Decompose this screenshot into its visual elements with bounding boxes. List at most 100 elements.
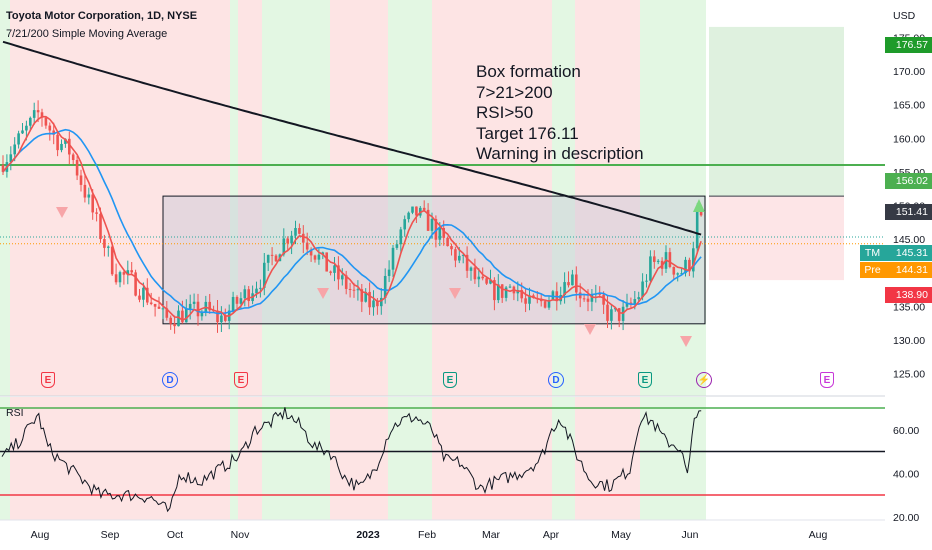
price-tick-label: 135.00 [893, 301, 925, 313]
buy-signal-marker [693, 199, 705, 212]
sma-200-line [2, 40, 702, 236]
candle-body [586, 298, 590, 302]
candle-body [403, 219, 406, 230]
candle-body [142, 287, 145, 300]
last-price-symbol: TM [864, 247, 881, 259]
earnings-event-icon[interactable]: E [41, 372, 55, 388]
candle-body [52, 130, 55, 135]
candle-body [259, 287, 262, 289]
candle-body [305, 242, 309, 250]
note-line: Target 176.11 [476, 123, 579, 143]
target-zone [709, 26, 844, 281]
candle-body [528, 295, 531, 304]
candle-body [239, 298, 243, 304]
entry-price-tag: 151.41 [885, 204, 932, 220]
candle-body [485, 278, 488, 284]
time-tick-label: Oct [167, 529, 183, 541]
earnings-event-icon[interactable]: E [234, 372, 248, 388]
bull-zone [552, 397, 575, 520]
candle-body [118, 272, 122, 283]
candle-body [430, 218, 434, 231]
symbol-title[interactable]: Toyota Motor Corporation, 1D, NYSE [6, 10, 198, 22]
candle-body [653, 256, 656, 262]
candle-body [415, 206, 418, 216]
candle-body [243, 289, 247, 299]
candle-body [341, 275, 344, 280]
candle-body [364, 291, 367, 302]
candle-body [645, 280, 648, 282]
candle-body [446, 237, 449, 247]
candle-body [298, 228, 301, 234]
candle-body [383, 275, 387, 298]
candle-body [380, 297, 383, 307]
split-event-icon[interactable]: ⚡ [696, 372, 712, 388]
candle-body [165, 308, 169, 318]
rsi-zones [0, 397, 885, 520]
candle-body [286, 238, 289, 244]
candle-body [107, 246, 110, 248]
candle-body [356, 289, 360, 291]
dividend-event-icon[interactable]: D [162, 372, 178, 388]
candle-body [563, 282, 566, 296]
candle-body [333, 265, 336, 273]
time-tick-label: Jun [682, 529, 699, 541]
dividend-event-icon[interactable]: D [548, 372, 564, 388]
candle-body [231, 296, 235, 311]
time-axis[interactable]: Aug Sep Oct Nov 2023 Feb Mar Apr May Jun Aug [31, 529, 828, 541]
candle-body [582, 298, 586, 300]
candle-body [161, 308, 165, 310]
candle-body [130, 270, 133, 273]
candle-body [461, 254, 465, 256]
candle-body [625, 302, 629, 307]
candle-body [500, 284, 504, 298]
candle-body [454, 249, 457, 261]
sell-signal-marker [317, 288, 329, 299]
candle-body [352, 289, 356, 291]
candle-body [138, 295, 141, 300]
candle-body [192, 301, 196, 304]
price-tick-label: 160.00 [893, 133, 925, 145]
candle-body [32, 110, 36, 118]
candle-body [407, 212, 410, 220]
candles [1, 100, 703, 334]
indicator-title[interactable]: 7/21/200 Simple Moving Average [6, 28, 168, 40]
candle-body [520, 290, 523, 299]
candle-body [149, 302, 153, 304]
bull-zone [262, 0, 330, 396]
candle-body [442, 227, 445, 238]
candle-body [114, 274, 118, 283]
candle-body [48, 125, 52, 131]
candle-body [208, 301, 211, 311]
candle-body [224, 315, 227, 321]
rsi-tick-label: 40.00 [893, 468, 919, 480]
stop-price-tag: 138.90 [885, 287, 932, 303]
candle-body [220, 315, 223, 323]
candle-body [25, 125, 28, 131]
analysis-note: Box formation 7>21>200 RSI>50 Target 176… [476, 62, 644, 165]
box-formation-rect [162, 195, 706, 325]
price-tick-label: 125.00 [893, 369, 925, 381]
candle-body [71, 154, 75, 161]
rsi-label: RSI [6, 407, 24, 419]
candle-body [263, 262, 266, 288]
candle-body [688, 259, 691, 272]
candle-body [337, 265, 340, 280]
rsi-axis[interactable]: 60.00 40.00 20.00 [893, 425, 919, 524]
candle-body [426, 209, 430, 231]
earnings-event-icon[interactable]: E [443, 372, 457, 388]
earnings-event-icon[interactable]: E [820, 372, 834, 388]
time-tick-label: May [611, 529, 632, 541]
bull-zone [640, 0, 706, 396]
candle-body [266, 254, 270, 263]
candle-body [17, 133, 20, 145]
candle-body [21, 130, 24, 134]
earnings-event-icon[interactable]: E [638, 372, 652, 388]
candle-body [87, 194, 91, 198]
time-tick-label: Sep [101, 529, 120, 541]
resistance-price-tag: 156.02 [885, 173, 932, 189]
candle-body [91, 194, 94, 213]
candle-body [200, 312, 204, 317]
candle-body [325, 252, 328, 272]
time-tick-label: Apr [543, 529, 560, 541]
